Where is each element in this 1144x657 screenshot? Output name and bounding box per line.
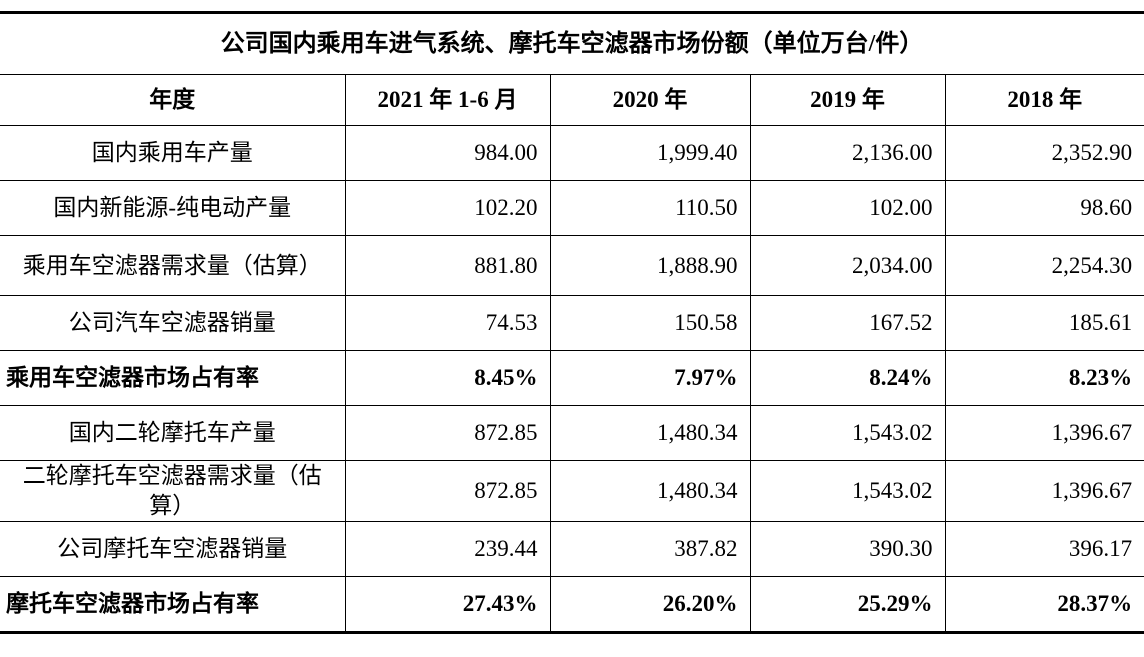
value-cell: 8.24% (749, 350, 946, 406)
value-cell: 387.82 (549, 521, 751, 577)
value-cell: 28.37% (944, 576, 1144, 633)
data-row: 摩托车空滤器市场占有率 27.43% 26.20% 25.29% 28.37% (0, 576, 1144, 633)
value-cell: 984.00 (344, 125, 551, 181)
row-label: 国内乘用车产量 (0, 125, 346, 181)
value-cell: 102.00 (749, 180, 946, 236)
value-cell: 150.58 (549, 295, 751, 351)
value-cell: 1,396.67 (944, 460, 1144, 522)
table-body: 公司国内乘用车进气系统、摩托车空滤器市场份额（单位万台/件） 年度 2021 年 … (0, 12, 1144, 633)
value-cell: 390.30 (749, 521, 946, 577)
value-cell: 167.52 (749, 295, 946, 351)
value-cell: 1,396.67 (944, 405, 1144, 461)
table-wrap: 公司国内乘用车进气系统、摩托车空滤器市场份额（单位万台/件） 年度 2021 年 … (0, 11, 1144, 634)
title-row: 公司国内乘用车进气系统、摩托车空滤器市场份额（单位万台/件） (0, 12, 1144, 75)
data-row: 国内乘用车产量 984.00 1,999.40 2,136.00 2,352.90 (0, 125, 1144, 181)
value-cell: 110.50 (549, 180, 751, 236)
value-cell: 1,543.02 (749, 405, 946, 461)
table-title: 公司国内乘用车进气系统、摩托车空滤器市场份额（单位万台/件） (0, 12, 1144, 75)
value-cell: 27.43% (344, 576, 551, 633)
row-label: 乘用车空滤器需求量（估算） (0, 235, 346, 296)
data-row: 国内二轮摩托车产量 872.85 1,480.34 1,543.02 1,396.67 (0, 405, 1144, 461)
value-cell: 881.80 (344, 235, 551, 296)
value-cell: 2,352.90 (944, 125, 1144, 181)
data-row: 公司摩托车空滤器销量 239.44 387.82 390.30 396.17 (0, 521, 1144, 577)
value-cell: 872.85 (344, 405, 551, 461)
row-label: 二轮摩托车空滤器需求量（估算） (0, 460, 346, 522)
data-row: 公司汽车空滤器销量 74.53 150.58 167.52 185.61 (0, 295, 1144, 351)
row-label: 乘用车空滤器市场占有率 (0, 350, 346, 406)
value-cell: 102.20 (344, 180, 551, 236)
data-row: 乘用车空滤器需求量（估算） 881.80 1,888.90 2,034.00 2,254… (0, 235, 1144, 296)
value-cell: 2,034.00 (749, 235, 946, 296)
value-cell: 7.97% (549, 350, 751, 406)
data-row: 二轮摩托车空滤器需求量（估算） 872.85 1,480.34 1,543.02 1,3… (0, 460, 1144, 522)
value-cell: 25.29% (749, 576, 946, 633)
value-cell: 1,480.34 (549, 405, 751, 461)
header-cell: 2020 年 (549, 74, 751, 126)
value-cell: 26.20% (549, 576, 751, 633)
value-cell: 2,254.30 (944, 235, 1144, 296)
value-cell: 74.53 (344, 295, 551, 351)
value-cell: 8.45% (344, 350, 551, 406)
data-row: 乘用车空滤器市场占有率 8.45% 7.97% 8.24% 8.23% (0, 350, 1144, 406)
row-label: 公司摩托车空滤器销量 (0, 521, 346, 577)
row-label: 公司汽车空滤器销量 (0, 295, 346, 351)
row-label: 摩托车空滤器市场占有率 (0, 576, 346, 633)
value-cell: 239.44 (344, 521, 551, 577)
data-row: 国内新能源-纯电动产量 102.20 110.50 102.00 98.60 (0, 180, 1144, 236)
value-cell: 98.60 (944, 180, 1144, 236)
row-label: 国内二轮摩托车产量 (0, 405, 346, 461)
value-cell: 872.85 (344, 460, 551, 522)
value-cell: 396.17 (944, 521, 1144, 577)
row-label: 国内新能源-纯电动产量 (0, 180, 346, 236)
header-cell: 2021 年 1-6 月 (344, 74, 551, 126)
value-cell: 1,999.40 (549, 125, 751, 181)
value-cell: 185.61 (944, 295, 1144, 351)
header-row: 年度 2021 年 1-6 月 2020 年 2019 年 2018 年 (0, 74, 1144, 126)
value-cell: 1,543.02 (749, 460, 946, 522)
value-cell: 1,888.90 (549, 235, 751, 296)
market-share-table: 公司国内乘用车进气系统、摩托车空滤器市场份额（单位万台/件） 年度 2021 年 … (0, 11, 1144, 634)
value-cell: 8.23% (944, 350, 1144, 406)
header-cell: 2018 年 (944, 74, 1144, 126)
value-cell: 1,480.34 (549, 460, 751, 522)
value-cell: 2,136.00 (749, 125, 946, 181)
header-cell: 2019 年 (749, 74, 946, 126)
header-cell: 年度 (0, 74, 346, 126)
